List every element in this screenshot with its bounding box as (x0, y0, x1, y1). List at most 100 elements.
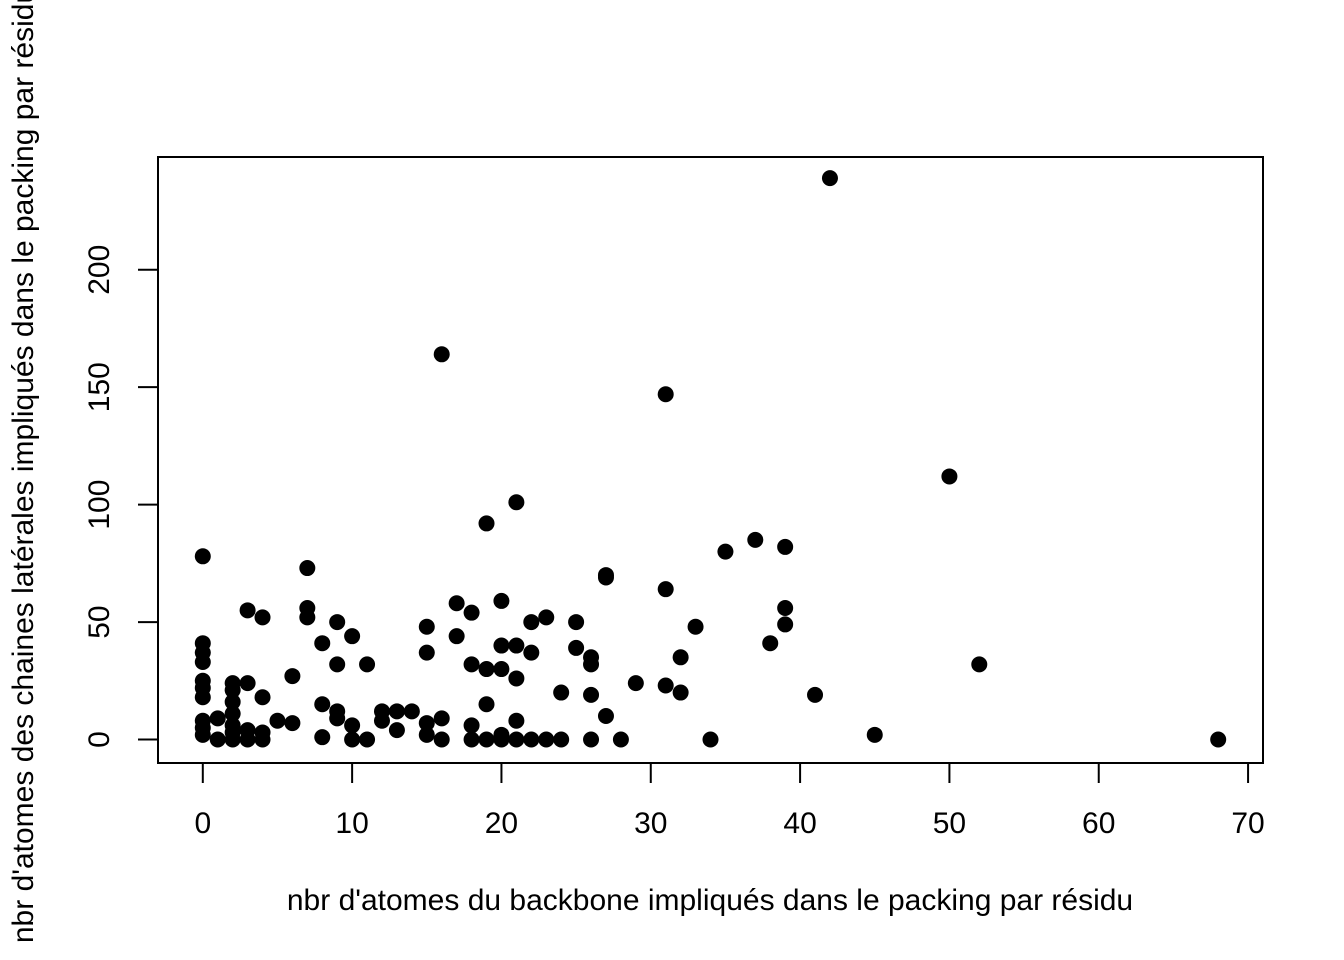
data-point (209, 731, 226, 748)
data-point (373, 712, 390, 729)
data-point (777, 616, 794, 633)
y-tick-label: 150 (83, 362, 116, 412)
data-point (821, 170, 838, 187)
data-point (329, 710, 346, 727)
data-point (493, 731, 510, 748)
x-tick-label: 70 (1231, 807, 1264, 840)
data-point (463, 731, 480, 748)
data-point (224, 693, 241, 710)
data-point (194, 548, 211, 565)
data-point (508, 637, 525, 654)
data-point (463, 717, 480, 734)
data-point (463, 604, 480, 621)
data-point (299, 560, 316, 577)
x-tick-label: 30 (634, 807, 667, 840)
data-point (224, 705, 241, 722)
data-point (493, 661, 510, 678)
data-point (418, 618, 435, 635)
data-point (269, 712, 286, 729)
data-point (553, 684, 570, 701)
data-point (299, 609, 316, 626)
data-point (344, 731, 361, 748)
data-point (807, 686, 824, 703)
data-point (418, 715, 435, 732)
data-point (702, 731, 719, 748)
plot-frame (157, 156, 1264, 764)
y-tick-label: 200 (83, 245, 116, 295)
data-point (314, 635, 331, 652)
data-point (612, 731, 629, 748)
x-tick-label: 10 (335, 807, 368, 840)
data-point (508, 670, 525, 687)
data-point (478, 696, 495, 713)
data-point (403, 703, 420, 720)
data-point (359, 731, 376, 748)
data-point (284, 668, 301, 685)
data-point (359, 656, 376, 673)
y-tick-label: 100 (83, 480, 116, 530)
data-point (239, 675, 256, 692)
data-point (224, 682, 241, 699)
x-tick-label: 50 (933, 807, 966, 840)
data-point (478, 661, 495, 678)
y-axis-label: nbr d'atomes des chaines latérales impli… (7, 0, 40, 943)
data-point (194, 726, 211, 743)
x-axis: 0 10 20 30 40 50 60 70 (194, 762, 1265, 840)
data-point (448, 628, 465, 645)
data-point (254, 731, 271, 748)
data-point (418, 644, 435, 661)
data-point (583, 656, 600, 673)
y-tick-label: 50 (83, 605, 116, 638)
data-point (209, 710, 226, 727)
data-point (672, 649, 689, 666)
data-point (523, 731, 540, 748)
x-tick-label: 40 (783, 807, 816, 840)
data-point (478, 515, 495, 532)
data-point (239, 602, 256, 619)
data-point (463, 656, 480, 673)
data-point (672, 684, 689, 701)
data-point (344, 717, 361, 734)
data-point (568, 614, 585, 631)
data-point (657, 677, 674, 694)
data-point (508, 494, 525, 511)
data-point (478, 731, 495, 748)
data-point (314, 729, 331, 746)
data-point (508, 731, 525, 748)
data-point (687, 618, 704, 635)
x-tick-label: 60 (1082, 807, 1115, 840)
data-point (762, 635, 779, 652)
x-tick-label: 20 (485, 807, 518, 840)
data-point (523, 644, 540, 661)
data-point (583, 686, 600, 703)
data-point (597, 708, 614, 725)
data-point (523, 614, 540, 631)
data-point (239, 731, 256, 748)
data-point (194, 689, 211, 706)
data-point (418, 726, 435, 743)
data-points (194, 170, 1227, 748)
data-point (627, 675, 644, 692)
data-point (657, 386, 674, 403)
data-point (493, 592, 510, 609)
data-point (747, 531, 764, 548)
data-point (1210, 731, 1227, 748)
data-point (508, 712, 525, 729)
data-point (329, 656, 346, 673)
data-point (777, 538, 794, 555)
data-point (538, 609, 555, 626)
data-point (388, 722, 405, 739)
data-point (194, 654, 211, 670)
data-point (224, 731, 241, 748)
data-point (777, 599, 794, 616)
data-point (553, 731, 570, 748)
data-point (568, 639, 585, 656)
data-point (433, 346, 450, 363)
data-point (941, 468, 958, 485)
data-point (597, 569, 614, 586)
y-axis: 0 50 100 150 200 (83, 245, 159, 748)
data-point (971, 656, 988, 673)
data-point (254, 609, 271, 626)
data-point (657, 581, 674, 598)
